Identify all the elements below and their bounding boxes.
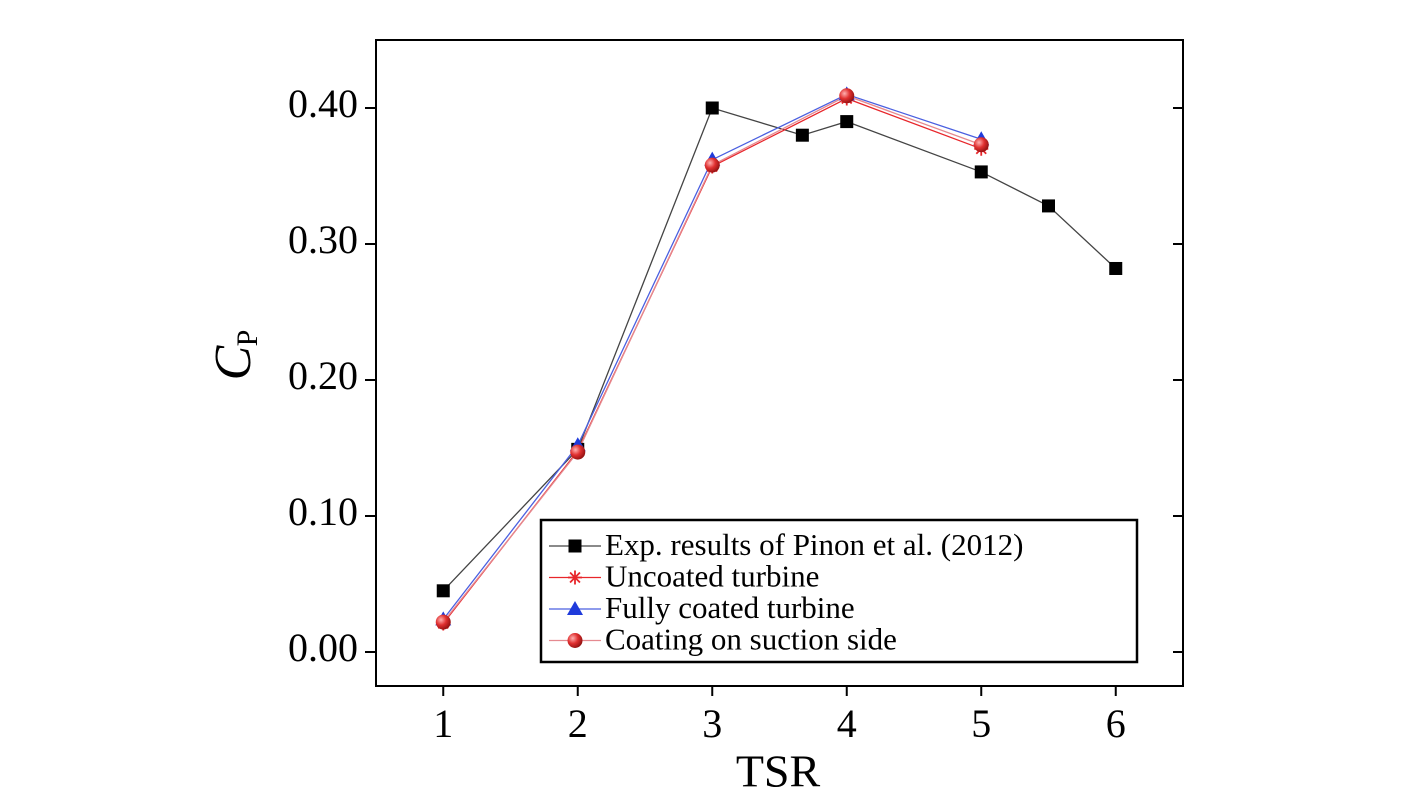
y-tick-label: 0.40: [288, 81, 358, 126]
legend-marker: [568, 539, 582, 553]
x-tick-label: 6: [1106, 701, 1126, 746]
y-tick-label: 0.00: [288, 625, 358, 670]
series-line: [442, 107, 1117, 592]
legend-label: Fully coated turbine: [605, 590, 855, 625]
marker: [973, 137, 989, 153]
x-tick-label: 4: [837, 701, 857, 746]
marker: [974, 165, 988, 179]
marker: [436, 584, 450, 598]
y-tick-label: 0.30: [288, 217, 358, 262]
legend-label: Coating on suction side: [605, 622, 897, 657]
y-axis-label-subscript: P: [231, 330, 264, 347]
x-tick-label: 2: [568, 701, 588, 746]
x-tick-label: 5: [971, 701, 991, 746]
y-axis-label: C: [205, 344, 262, 380]
marker: [840, 115, 854, 129]
legend-marker: [567, 633, 583, 648]
x-axis-label: TSR: [736, 746, 821, 797]
legend-label: Exp. results of Pinon et al. (2012): [605, 527, 1023, 562]
marker: [795, 128, 809, 142]
x-tick-label: 1: [433, 701, 453, 746]
plot-frame: [375, 39, 1184, 687]
marker: [704, 157, 720, 173]
legend-label: Uncoated turbine: [605, 559, 819, 594]
marker: [1109, 261, 1123, 275]
legend-marker: [567, 601, 583, 615]
legend-box: [539, 518, 1139, 664]
legend-marker: [568, 570, 582, 585]
marker: [839, 88, 855, 104]
marker: [705, 101, 719, 115]
marker: [1042, 199, 1055, 213]
marker: [435, 614, 451, 630]
y-tick-label: 0.20: [288, 353, 358, 398]
x-tick-label: 3: [702, 701, 722, 746]
y-tick-label: 0.10: [288, 489, 358, 534]
marker: [570, 444, 586, 460]
